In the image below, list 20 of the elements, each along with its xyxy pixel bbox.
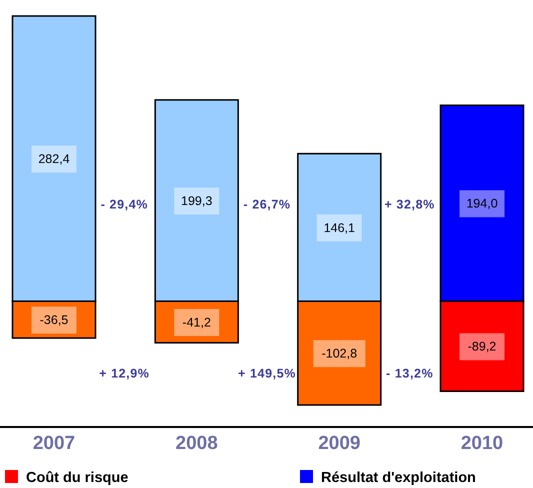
data-label: -41,2 bbox=[182, 315, 211, 330]
x-tick-label: 2007 bbox=[32, 433, 76, 454]
data-label: 146,1 bbox=[324, 220, 356, 235]
annotation: + 12,9% bbox=[99, 366, 150, 381]
data-label: 194,0 bbox=[466, 196, 498, 211]
x-tick-label: 2010 bbox=[460, 433, 504, 454]
x-tick-label: 2008 bbox=[176, 433, 218, 454]
annotation: - 13,2% bbox=[386, 366, 434, 381]
data-label: 199,3 bbox=[181, 194, 212, 208]
x-tick-label: 2009 bbox=[318, 433, 360, 454]
data-label: -89,2 bbox=[468, 340, 496, 354]
data-label: 282,4 bbox=[38, 152, 70, 166]
annotation: + 149,5% bbox=[238, 366, 296, 381]
annotation: - 29,4% bbox=[100, 198, 148, 212]
legend-label: Résultat d'exploitation bbox=[321, 470, 476, 486]
data-label: -36,5 bbox=[40, 312, 68, 327]
annotation: + 32,8% bbox=[384, 198, 435, 212]
data-label: -102,8 bbox=[322, 346, 358, 360]
annotation: - 26,7% bbox=[243, 198, 291, 212]
legend-label: Coût du risque bbox=[26, 470, 128, 486]
